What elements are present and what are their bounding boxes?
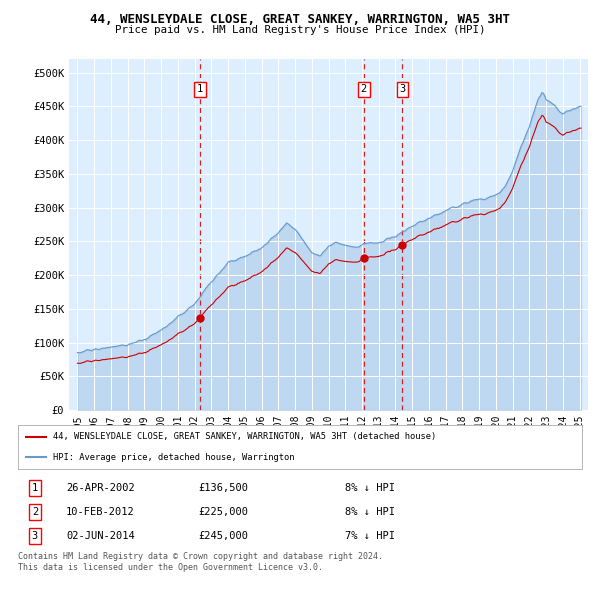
Text: £245,000: £245,000 [199,530,248,540]
Text: 1: 1 [32,483,38,493]
Text: 3: 3 [400,84,406,94]
Text: Contains HM Land Registry data © Crown copyright and database right 2024.: Contains HM Land Registry data © Crown c… [18,552,383,560]
Text: 7% ↓ HPI: 7% ↓ HPI [345,530,395,540]
Text: 2: 2 [32,507,38,517]
Text: 26-APR-2002: 26-APR-2002 [66,483,134,493]
Text: Price paid vs. HM Land Registry's House Price Index (HPI): Price paid vs. HM Land Registry's House … [115,25,485,35]
Text: £136,500: £136,500 [199,483,248,493]
Text: 44, WENSLEYDALE CLOSE, GREAT SANKEY, WARRINGTON, WA5 3HT: 44, WENSLEYDALE CLOSE, GREAT SANKEY, WAR… [90,13,510,26]
Text: This data is licensed under the Open Government Licence v3.0.: This data is licensed under the Open Gov… [18,563,323,572]
Text: 8% ↓ HPI: 8% ↓ HPI [345,507,395,517]
Text: 10-FEB-2012: 10-FEB-2012 [66,507,134,517]
Text: 44, WENSLEYDALE CLOSE, GREAT SANKEY, WARRINGTON, WA5 3HT (detached house): 44, WENSLEYDALE CLOSE, GREAT SANKEY, WAR… [53,432,436,441]
Text: 1: 1 [197,84,203,94]
Text: HPI: Average price, detached house, Warrington: HPI: Average price, detached house, Warr… [53,453,295,461]
Text: 2: 2 [361,84,367,94]
Text: 3: 3 [32,530,38,540]
Text: 8% ↓ HPI: 8% ↓ HPI [345,483,395,493]
Text: 02-JUN-2014: 02-JUN-2014 [66,530,134,540]
Text: £225,000: £225,000 [199,507,248,517]
